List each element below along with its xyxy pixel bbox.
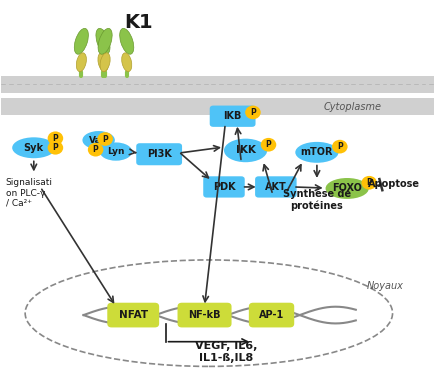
- Text: Lyn: Lyn: [107, 147, 125, 156]
- Circle shape: [48, 131, 63, 145]
- Text: Apoptose: Apoptose: [367, 179, 419, 189]
- Ellipse shape: [100, 53, 110, 72]
- Text: P: P: [102, 134, 108, 144]
- Text: VEGF, IL6,
IL1-ß,IL8: VEGF, IL6, IL1-ß,IL8: [194, 341, 257, 363]
- Text: P: P: [53, 143, 58, 152]
- Circle shape: [97, 132, 113, 146]
- Ellipse shape: [76, 53, 86, 72]
- Ellipse shape: [325, 178, 368, 199]
- Text: Noyaux: Noyaux: [365, 281, 402, 291]
- Circle shape: [245, 106, 260, 119]
- Text: K1: K1: [124, 13, 153, 32]
- FancyBboxPatch shape: [209, 106, 255, 127]
- Text: P: P: [53, 134, 58, 143]
- Ellipse shape: [224, 139, 266, 162]
- Circle shape: [331, 140, 347, 154]
- Text: AKT: AKT: [264, 182, 286, 192]
- Text: P: P: [336, 142, 342, 151]
- Circle shape: [361, 176, 376, 190]
- Text: IKK: IKK: [235, 146, 255, 155]
- FancyBboxPatch shape: [203, 176, 244, 198]
- Ellipse shape: [119, 28, 134, 54]
- FancyBboxPatch shape: [1, 98, 433, 115]
- Ellipse shape: [74, 28, 88, 54]
- Text: Signalisati
on PLC-γ
/ Ca²⁺: Signalisati on PLC-γ / Ca²⁺: [6, 178, 53, 208]
- Text: IKB: IKB: [223, 111, 241, 121]
- Circle shape: [88, 143, 103, 157]
- Text: Vav: Vav: [89, 136, 108, 145]
- Text: P: P: [265, 140, 271, 149]
- Text: P: P: [92, 145, 98, 154]
- Ellipse shape: [122, 53, 132, 72]
- Text: FOXO: FOXO: [332, 183, 361, 193]
- Text: Syk: Syk: [24, 143, 44, 153]
- Text: PDK: PDK: [212, 182, 235, 192]
- Ellipse shape: [98, 53, 108, 72]
- Circle shape: [48, 141, 63, 155]
- Ellipse shape: [99, 142, 132, 161]
- Ellipse shape: [98, 28, 112, 54]
- Circle shape: [260, 138, 276, 152]
- FancyBboxPatch shape: [136, 143, 182, 165]
- Text: P: P: [365, 178, 371, 187]
- FancyBboxPatch shape: [107, 303, 159, 327]
- Ellipse shape: [12, 137, 55, 158]
- FancyBboxPatch shape: [248, 303, 293, 327]
- Ellipse shape: [295, 142, 338, 163]
- Ellipse shape: [96, 28, 110, 54]
- Text: mTOR: mTOR: [300, 147, 332, 157]
- Text: PI3K: PI3K: [146, 149, 171, 159]
- FancyBboxPatch shape: [1, 75, 433, 93]
- Text: P: P: [250, 108, 255, 117]
- FancyBboxPatch shape: [254, 176, 296, 198]
- Text: Synthèse de
protéines: Synthèse de protéines: [282, 188, 350, 211]
- Text: Cytoplasme: Cytoplasme: [323, 102, 381, 112]
- FancyBboxPatch shape: [177, 303, 231, 327]
- Ellipse shape: [82, 131, 115, 149]
- Text: NF-kB: NF-kB: [188, 310, 220, 320]
- Text: AP-1: AP-1: [258, 310, 283, 320]
- Text: NFAT: NFAT: [118, 310, 148, 320]
